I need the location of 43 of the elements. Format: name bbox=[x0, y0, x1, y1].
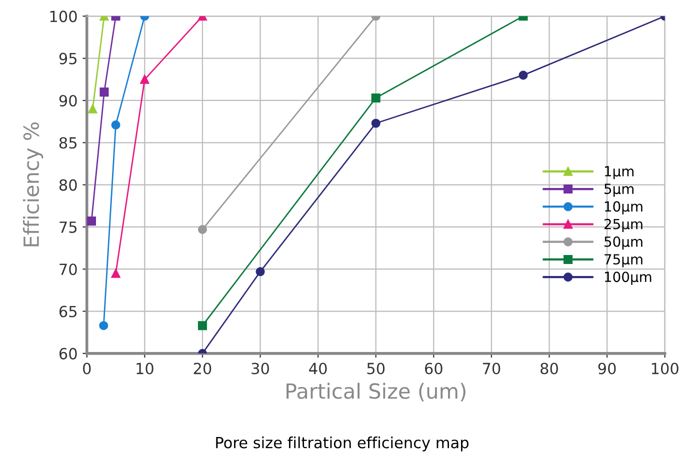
point bbox=[99, 321, 108, 330]
legend-label: 75μm bbox=[604, 254, 642, 268]
point bbox=[198, 224, 207, 234]
y-tick-label: 90 bbox=[59, 94, 77, 107]
y-tick-label: 65 bbox=[59, 306, 77, 318]
point bbox=[88, 104, 98, 114]
point bbox=[111, 120, 120, 130]
x-tick-label: 90 bbox=[598, 362, 616, 374]
x-tick-label: 80 bbox=[540, 362, 558, 374]
text: Pore size filtration efficiency map bbox=[216, 436, 468, 452]
legend-label: 5μm bbox=[604, 184, 634, 197]
legend-label: 25μm bbox=[604, 218, 642, 232]
x-tick-label: 100 bbox=[652, 362, 678, 374]
point bbox=[111, 268, 120, 278]
x-tick-label: 40 bbox=[309, 362, 327, 374]
x-tick-label: 0 bbox=[83, 362, 91, 374]
y-tick-label: 80 bbox=[59, 179, 77, 191]
x-tick-label: 70 bbox=[482, 362, 500, 374]
legend-label: 100μm bbox=[605, 272, 652, 285]
x-axis-title: Partical Size (um) bbox=[286, 382, 466, 402]
y-tick-label: 70 bbox=[60, 264, 77, 276]
legend-label: 50μm bbox=[604, 236, 642, 250]
y-tick-label: 75 bbox=[60, 222, 77, 233]
x-tick-label: 20 bbox=[194, 362, 212, 374]
y-tick-label: 60 bbox=[59, 348, 77, 360]
point bbox=[86, 216, 96, 226]
y-axis-title: Efficiency % bbox=[22, 122, 44, 246]
legend-label: 10μm bbox=[605, 201, 642, 214]
x-tick-label: 30 bbox=[252, 362, 269, 374]
y-tick-label: 95 bbox=[59, 52, 77, 64]
point bbox=[198, 321, 207, 330]
x-tick-label: 60 bbox=[425, 362, 442, 374]
x-tick-label: 50 bbox=[367, 362, 385, 374]
legend-label: 1μm bbox=[605, 166, 634, 180]
y-tick-label: 100 bbox=[50, 10, 77, 22]
x-tick-label: 10 bbox=[136, 362, 154, 374]
point bbox=[371, 118, 380, 128]
y-tick-label: 85 bbox=[59, 137, 77, 149]
point bbox=[256, 267, 265, 276]
point bbox=[100, 88, 109, 97]
point bbox=[371, 93, 380, 102]
point bbox=[518, 70, 528, 80]
point bbox=[140, 74, 150, 84]
